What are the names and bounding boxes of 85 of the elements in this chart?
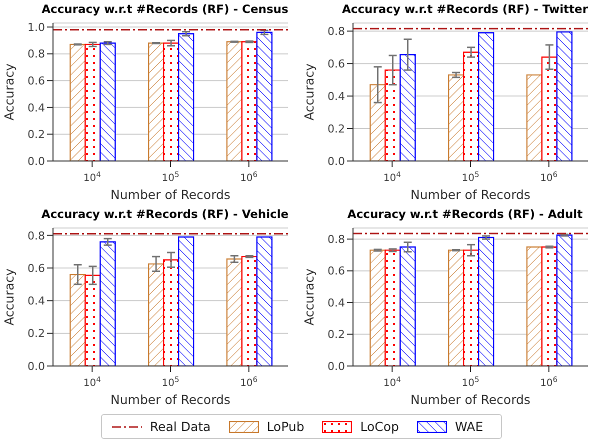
bar: [384, 250, 401, 366]
bar: [84, 274, 101, 366]
chart-title: Accuracy w.r.t #Records (RF) - Adult: [346, 206, 584, 223]
x-tick-label: 10$^{4}$: [83, 374, 102, 389]
bar: [541, 246, 558, 366]
y-tick-label: 0.8: [28, 48, 45, 61]
bar: [370, 250, 386, 366]
bar: [178, 236, 194, 366]
bar: [226, 258, 242, 366]
y-tick-label: 0.8: [328, 25, 345, 38]
bar: [478, 32, 494, 161]
bar: [70, 44, 86, 161]
y-axis-title: Accuracy: [301, 62, 316, 121]
y-tick-label: 0.6: [28, 74, 45, 88]
chart-title: Accuracy w.r.t #Records (RF) - Census: [40, 1, 290, 18]
bar: [370, 84, 386, 161]
y-tick-label: 0.2: [28, 327, 45, 340]
y-tick-label: 0.0: [328, 154, 345, 168]
y-tick-label: 0.8: [28, 229, 45, 242]
y-tick-label: 0.4: [328, 90, 345, 103]
y-tick-label: 0.0: [28, 360, 45, 373]
y-axis-title: Accuracy: [301, 268, 316, 326]
x-tick-label: 10$^{5}$: [162, 170, 180, 184]
bar: [462, 250, 480, 366]
y-tick-label: 1.0: [28, 20, 45, 34]
bar: [400, 246, 416, 366]
x-axis-title: Number of Records: [110, 392, 230, 407]
bar: [448, 250, 464, 366]
bar: [384, 69, 401, 161]
x-axis-title: Number of Records: [410, 392, 530, 407]
y-tick-label: 0.6: [328, 57, 345, 70]
y-tick-label: 0.0: [328, 360, 345, 373]
bar: [100, 42, 116, 161]
bar: [556, 234, 572, 366]
bar: [556, 31, 572, 161]
x-tick-label: 10$^{4}$: [383, 374, 402, 389]
bar: [256, 32, 272, 161]
y-axis-title: Accuracy: [1, 62, 16, 121]
bar: [256, 236, 272, 366]
bar: [541, 56, 558, 161]
y-tick-label: 0.4: [328, 296, 345, 310]
bar: [178, 33, 194, 161]
legend-label: Real Data: [150, 419, 211, 434]
x-tick-label: 10$^{5}$: [162, 374, 180, 389]
legend-label: LoPub: [266, 419, 304, 434]
x-tick-label: 10$^{4}$: [383, 170, 402, 184]
bar: [526, 74, 542, 161]
y-axis-title: Accuracy: [1, 268, 16, 326]
x-axis-title: Number of Records: [410, 187, 530, 202]
y-tick-label: 0.8: [328, 233, 345, 246]
bar: [448, 74, 464, 161]
y-tick-label: 0.6: [28, 262, 45, 275]
bar: [241, 256, 258, 366]
bar: [70, 274, 86, 366]
bar: [148, 42, 164, 161]
y-tick-label: 0.2: [28, 128, 45, 142]
chart-title: Accuracy w.r.t #Records (RF) - Vehicle: [40, 206, 290, 223]
y-tick-label: 0.4: [28, 294, 45, 308]
legend-label: WAE: [454, 419, 484, 434]
x-tick-label: 10$^{6}$: [540, 374, 558, 389]
bar: [148, 263, 164, 366]
bar: [162, 259, 180, 366]
y-tick-label: 0.4: [28, 101, 45, 114]
y-tick-label: 0.6: [328, 264, 345, 278]
x-tick-label: 10$^{5}$: [462, 374, 480, 389]
x-tick-label: 10$^{6}$: [540, 170, 558, 184]
bar: [226, 41, 242, 161]
legend-label: LoCop: [360, 419, 399, 434]
y-tick-label: 0.0: [28, 154, 45, 168]
y-tick-label: 0.2: [328, 122, 345, 136]
y-tick-label: 0.2: [328, 328, 345, 342]
chart-title: Accuracy w.r.t #Records (RF) - Twitter: [340, 1, 589, 18]
x-tick-label: 10$^{6}$: [240, 374, 258, 389]
bar: [84, 44, 101, 161]
bar: [400, 54, 416, 161]
bar: [462, 52, 480, 161]
bar: [241, 41, 258, 161]
bar: [526, 246, 542, 366]
x-tick-label: 10$^{5}$: [462, 170, 480, 184]
x-tick-label: 10$^{6}$: [240, 170, 258, 184]
x-tick-label: 10$^{4}$: [83, 170, 102, 184]
bar: [162, 42, 180, 161]
bar: [100, 241, 116, 366]
x-axis-title: Number of Records: [110, 187, 230, 202]
bar: [478, 236, 494, 366]
